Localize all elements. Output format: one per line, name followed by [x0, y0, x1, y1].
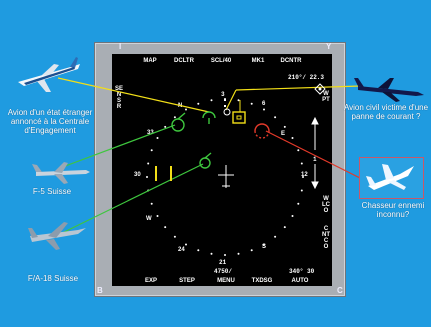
softkey-map[interactable]: MAP [143, 58, 157, 64]
wlco-label[interactable]: WLCO [322, 196, 330, 214]
softkey-step[interactable]: STEP [179, 278, 195, 284]
ring-dot [291, 215, 294, 217]
ring-dot [274, 235, 277, 238]
ring-dot [297, 149, 300, 152]
marker-bar-1 [155, 166, 157, 181]
track-f5 [171, 112, 186, 132]
ring-dot [150, 149, 153, 152]
compass-6: 6 [262, 101, 266, 107]
ring-dot [210, 252, 213, 255]
caption-foreign-jet: Avion d'un état étranger annoncé à la Ce… [7, 108, 93, 135]
track-foreign [202, 111, 216, 124]
compass-24: 24 [178, 247, 185, 253]
unknown-fighter-box [359, 157, 424, 199]
radar-display [112, 54, 332, 286]
link-line-civil-a [225, 89, 237, 111]
ring-dot [164, 125, 167, 128]
ring-dot [224, 254, 226, 256]
link-line-fa18 [55, 163, 204, 237]
ring-dot [237, 252, 240, 255]
ring-dot [237, 99, 240, 102]
ring-dot [185, 108, 187, 111]
ring-dot [250, 102, 253, 105]
elevation-scale [311, 116, 319, 190]
bearing-range-readout: 210°/ 22.3 [288, 74, 325, 81]
softkey-mk1[interactable]: MK1 [251, 58, 265, 64]
ring-dot [250, 249, 253, 252]
scale-label: 1 [313, 156, 317, 163]
corner-label-tr: Y [326, 42, 332, 51]
ring-dot [274, 116, 277, 119]
caption-civil-jet: Avion civil victime d'une panne de coura… [343, 103, 429, 121]
ring-dot [147, 162, 150, 165]
range-label: 3 [221, 91, 225, 98]
ring-dot [164, 226, 167, 229]
ownship-symbol [218, 165, 234, 188]
softkey-exp[interactable]: EXP [144, 278, 157, 284]
ring-dot [197, 102, 200, 105]
caption-unknown: Chasseur ennemi inconnu? [361, 201, 425, 219]
track-unknown [254, 123, 270, 139]
ring-dot [297, 202, 300, 205]
ring-dot [300, 189, 303, 192]
link-line-civil-b [235, 85, 361, 91]
softkey-scl[interactable]: SCL/40 [210, 58, 232, 64]
ring-dot [185, 243, 187, 246]
corner-label-br: C [337, 286, 343, 295]
corner-label-bl: B [97, 286, 103, 295]
sensr-label[interactable]: SENSR [115, 86, 124, 110]
bullseye-readout: 340° 30 [289, 268, 315, 275]
ring-dot [283, 125, 286, 128]
diamond-icon [314, 83, 326, 95]
ring-dot [173, 235, 176, 238]
link-line-f5 [59, 124, 176, 169]
track-fa18 [199, 152, 212, 169]
ring-dot [291, 137, 294, 139]
ring-dot [156, 215, 159, 217]
compass-south: S [262, 244, 267, 250]
ring-dot [210, 99, 213, 102]
softkey-menu[interactable]: MENU [217, 278, 235, 284]
compass-west: W [146, 216, 152, 222]
compass-12: 12 [301, 172, 308, 178]
compass-33: 33 [147, 130, 154, 136]
caption-fa18: F/A-18 Suisse [27, 274, 79, 283]
ring-dot [150, 202, 153, 205]
ring-dot [197, 249, 200, 252]
heading-readout: 21 [219, 259, 227, 266]
range-ring [146, 98, 304, 256]
compass-30: 30 [134, 172, 141, 178]
civil-jet-icon [354, 78, 424, 102]
ring-dot [263, 243, 265, 246]
airliner-icon [18, 57, 80, 92]
track-civil [232, 111, 246, 124]
ring-dot [156, 137, 159, 139]
track-neutral [223, 108, 231, 116]
unknown-fighter-icon [366, 164, 414, 190]
link-line-foreign-jet [57, 77, 210, 113]
softkey-dcltr[interactable]: DCLTR [174, 58, 194, 64]
ring-dot [173, 116, 176, 119]
ring-dot [263, 108, 265, 111]
altitude-readout: 4750/ [214, 268, 233, 275]
wpt-label[interactable]: WPT [322, 91, 330, 103]
softkey-txdsg[interactable]: TXDSG [251, 278, 273, 284]
ring-dot [300, 162, 303, 165]
fa18-jet-icon [28, 222, 86, 250]
caption-f5: F-5 Suisse [32, 187, 72, 196]
ring-dot [146, 176, 148, 178]
softkey-dcntr[interactable]: DCNTR [280, 58, 302, 64]
f5-jet-icon [32, 162, 90, 184]
softkey-auto[interactable]: AUTO [291, 278, 309, 284]
ring-dot [283, 226, 286, 229]
range-caret [224, 99, 226, 107]
corner-label-tl: I [119, 42, 122, 51]
cntco-label[interactable]: CNTCO [322, 226, 330, 250]
link-line-unknown [265, 130, 361, 179]
ring-dot [302, 176, 304, 178]
marker-bar-2 [170, 166, 172, 181]
compass-east: E [281, 131, 286, 137]
